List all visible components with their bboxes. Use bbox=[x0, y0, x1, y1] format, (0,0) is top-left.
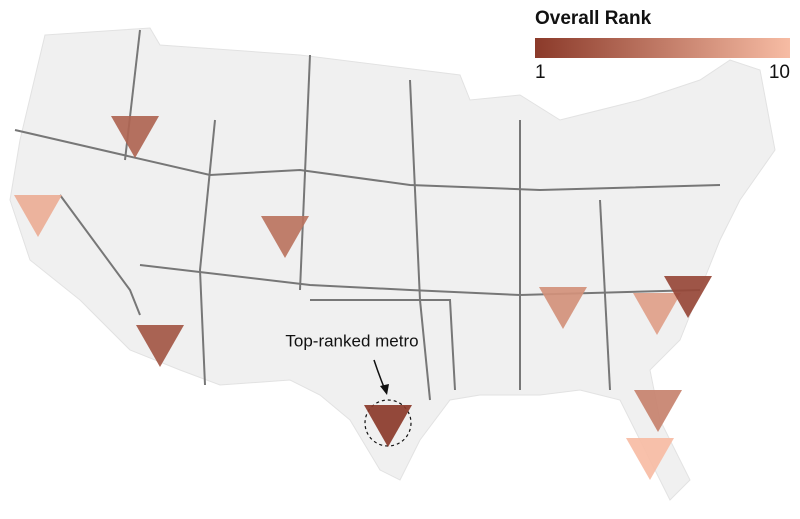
metro-marker bbox=[539, 287, 587, 329]
annotation: Top-ranked metro bbox=[285, 331, 418, 350]
metro-marker bbox=[634, 390, 682, 432]
metro-marker bbox=[111, 116, 159, 158]
us-outline bbox=[9, 27, 776, 501]
annotation-arrowhead bbox=[380, 384, 389, 395]
metro-marker bbox=[626, 438, 674, 480]
legend-max: 10 bbox=[769, 62, 790, 83]
markers bbox=[14, 116, 712, 480]
metro-marker bbox=[14, 195, 62, 237]
metro-marker bbox=[261, 216, 309, 258]
highlight-circle bbox=[364, 399, 412, 447]
legend-min: 1 bbox=[535, 62, 546, 83]
metro-marker bbox=[664, 276, 712, 318]
metro-marker bbox=[136, 325, 184, 367]
metro-marker bbox=[633, 293, 681, 335]
legend-title: Overall Rank bbox=[535, 8, 652, 29]
legend-gradient bbox=[535, 38, 790, 58]
metro-marker bbox=[364, 405, 412, 447]
